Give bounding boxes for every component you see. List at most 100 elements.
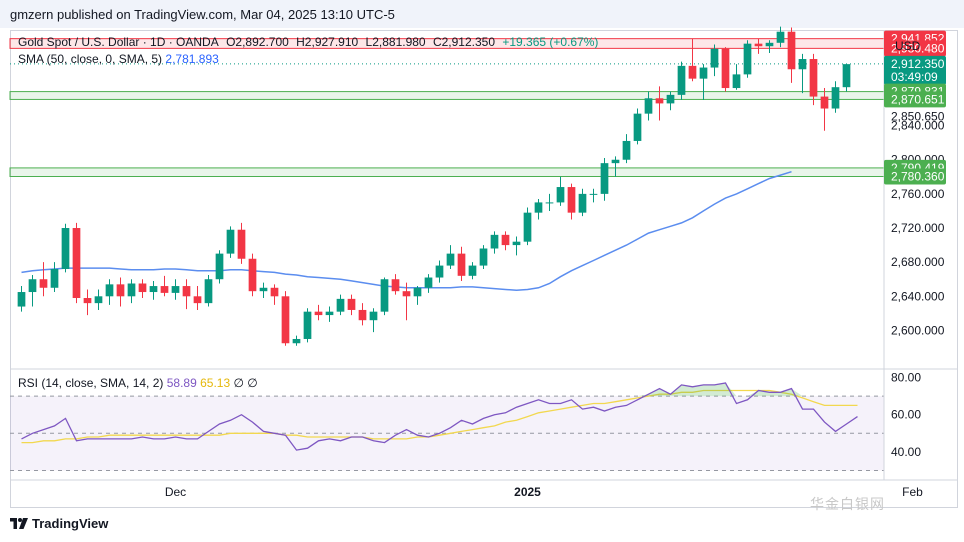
legend-high: H2,927.910 xyxy=(296,35,359,49)
candle xyxy=(105,279,114,305)
candle xyxy=(457,246,466,281)
candle-body xyxy=(798,59,807,70)
candle-body xyxy=(622,140,631,160)
price-badge: 2,780.360 xyxy=(884,168,946,185)
rsi-tick-label: 60.00 xyxy=(891,408,921,422)
sma-line xyxy=(21,170,792,292)
zone-green-2 xyxy=(9,167,885,178)
candle xyxy=(512,236,521,256)
candle-body xyxy=(314,311,323,316)
candle-body xyxy=(611,159,620,164)
candle-body xyxy=(633,113,642,141)
candle-body xyxy=(72,228,81,299)
price-badge-label: 2,870.651 xyxy=(891,92,945,106)
tradingview-logo[interactable]: TradingView xyxy=(10,516,108,531)
candle xyxy=(424,274,433,293)
candle-body xyxy=(281,296,290,344)
candle-body xyxy=(523,212,532,242)
candle-body xyxy=(765,42,774,47)
price-badge: 03:49:09 xyxy=(884,68,946,85)
candle-body xyxy=(336,298,345,312)
candle xyxy=(699,64,708,100)
candle xyxy=(600,158,609,201)
price-badge: 2,870.651 xyxy=(884,91,946,108)
candle xyxy=(666,91,675,111)
candle xyxy=(413,286,422,305)
candle xyxy=(633,108,642,145)
candle-body xyxy=(28,279,37,293)
candle-body xyxy=(402,291,411,297)
candle xyxy=(721,47,730,92)
candle-body xyxy=(248,258,257,292)
candle-body xyxy=(446,253,455,266)
footer-brand: TradingView xyxy=(32,516,109,531)
price-tick-label: 2,600.000 xyxy=(891,323,945,337)
price-badge-bg xyxy=(884,91,946,108)
price-badge: 2,930.480 xyxy=(884,40,946,57)
candle xyxy=(369,308,378,333)
price-legend: Gold Spot / U.S. Dollar · 1D · OANDA O2,… xyxy=(18,35,602,49)
candle-body xyxy=(182,286,191,297)
candle-body xyxy=(435,265,444,278)
candle xyxy=(226,226,235,258)
candle xyxy=(743,40,752,78)
candle xyxy=(116,277,125,307)
rsi-ma-value: 65.13 xyxy=(200,376,231,390)
candle-body xyxy=(61,228,70,269)
candle xyxy=(479,245,488,269)
candle-body xyxy=(39,279,48,288)
candle-body xyxy=(787,31,796,70)
candle xyxy=(732,64,741,90)
candle xyxy=(435,260,444,283)
candle xyxy=(776,26,785,48)
candle xyxy=(72,222,81,304)
price-badge: 2,850.650 xyxy=(891,110,945,124)
candle xyxy=(160,275,169,297)
attribution-text: gmzern published on TradingView.com, Mar… xyxy=(10,7,395,22)
candle xyxy=(215,250,224,284)
candle xyxy=(402,282,411,321)
candle-body xyxy=(754,43,763,47)
candle-body xyxy=(534,202,543,213)
candle xyxy=(578,188,587,217)
candle-body xyxy=(556,187,565,203)
time-tick-label: Feb xyxy=(902,485,923,499)
candle-body xyxy=(600,163,609,194)
candle-body xyxy=(688,65,697,79)
candle-body xyxy=(468,265,477,276)
rsi-extra: ∅ ∅ xyxy=(233,376,258,390)
candle xyxy=(347,294,356,316)
price-tick-label: 2,760.000 xyxy=(891,187,945,201)
candle xyxy=(281,291,290,346)
rsi-line xyxy=(21,382,858,451)
candle-body xyxy=(369,311,378,321)
candle xyxy=(149,280,158,300)
legend-open: O2,892.700 xyxy=(226,35,289,49)
rsi-tick-label: 80.00 xyxy=(891,370,921,384)
sma-value: 2,781.893 xyxy=(165,52,219,66)
candle-body xyxy=(699,67,708,79)
candle-body xyxy=(292,338,301,344)
currency-button[interactable]: USD xyxy=(895,39,921,53)
candle-body xyxy=(490,234,499,249)
candle-body xyxy=(50,268,59,288)
sma-label: SMA (50, close, 0, SMA, 5) xyxy=(18,52,163,66)
candle-body xyxy=(380,279,389,312)
candle xyxy=(292,335,301,346)
rsi-overbought-fill xyxy=(21,383,858,397)
price-badge-bg xyxy=(884,55,946,72)
candle xyxy=(171,279,180,300)
candle-body xyxy=(831,87,840,109)
candle-body xyxy=(347,298,356,310)
price-badge-bg xyxy=(884,40,946,57)
candle xyxy=(622,134,631,164)
candle-body xyxy=(94,296,103,304)
candle-body xyxy=(237,229,246,259)
price-badge-label: 2,780.360 xyxy=(891,170,945,184)
candle xyxy=(710,44,719,77)
candle xyxy=(567,183,576,220)
rsi-value: 58.89 xyxy=(166,376,197,390)
candle xyxy=(754,38,763,54)
candle xyxy=(446,245,455,269)
